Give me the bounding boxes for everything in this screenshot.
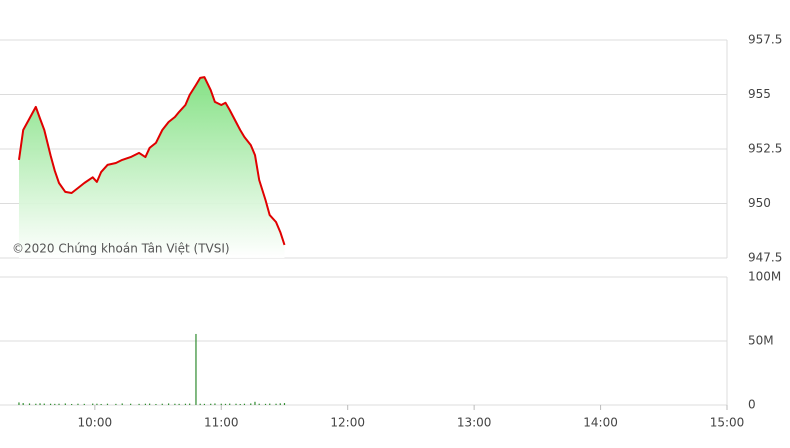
volume-bar bbox=[203, 403, 206, 405]
volume-bar bbox=[22, 403, 24, 405]
volume-bar bbox=[39, 403, 41, 405]
y-tick-label: 955 bbox=[748, 87, 771, 101]
volume-bar bbox=[130, 403, 132, 405]
x-tick-label: 13:00 bbox=[457, 416, 492, 430]
volume-bar bbox=[77, 403, 79, 405]
volume-bar bbox=[106, 403, 109, 405]
volume-bar bbox=[167, 403, 170, 405]
volume-bar bbox=[115, 403, 117, 405]
annotation: ©2020 Chứng khoán Tân Việt (TVSI) bbox=[12, 242, 230, 256]
y-tick-label: 100M bbox=[748, 270, 781, 284]
volume-bar bbox=[58, 403, 60, 405]
volume-bar bbox=[49, 403, 52, 405]
volume-bar bbox=[275, 403, 277, 405]
volume-bar bbox=[43, 403, 45, 405]
y-tick-label: 952.5 bbox=[748, 142, 782, 156]
volume-bar bbox=[174, 403, 176, 405]
volume-bar bbox=[178, 403, 180, 405]
volume-bar bbox=[35, 403, 37, 405]
x-tick-label: 15:00 bbox=[710, 416, 745, 430]
volume-bar bbox=[92, 403, 94, 405]
volume-bar bbox=[264, 403, 267, 405]
x-tick-label: 12:00 bbox=[330, 416, 365, 430]
volume-bar bbox=[71, 403, 73, 405]
volume-bar bbox=[279, 403, 281, 405]
volume-bar bbox=[214, 403, 216, 405]
x-tick-label: 10:00 bbox=[78, 416, 113, 430]
volume-bar bbox=[28, 403, 31, 405]
price-line bbox=[18, 76, 286, 246]
volume-bar bbox=[269, 403, 271, 405]
volume-bar bbox=[64, 403, 66, 405]
volume-bar bbox=[83, 403, 85, 405]
volume-bar bbox=[220, 403, 222, 405]
volume-bar bbox=[210, 403, 212, 405]
area-fill bbox=[18, 77, 285, 258]
volume-bar bbox=[199, 403, 201, 405]
y-tick-label: 957.5 bbox=[748, 33, 782, 47]
volume-bar bbox=[239, 403, 241, 405]
volume-bar bbox=[54, 403, 56, 405]
volume-bar bbox=[254, 401, 256, 405]
volume-bar bbox=[144, 403, 146, 405]
volume-bar bbox=[100, 403, 102, 405]
y-tick-label: 50M bbox=[748, 334, 774, 348]
volume-bar bbox=[195, 333, 197, 405]
volume-bar bbox=[96, 403, 98, 405]
volume-bar bbox=[235, 403, 237, 405]
y-tick-label: 947.5 bbox=[748, 251, 782, 265]
volume-bar bbox=[149, 403, 151, 405]
volume-bar bbox=[155, 403, 157, 405]
volume-bar bbox=[250, 403, 252, 405]
volume-bar bbox=[121, 403, 123, 405]
volume-bar bbox=[283, 403, 286, 405]
y-tick-label: 0 bbox=[748, 398, 756, 412]
volume-bar bbox=[258, 403, 260, 405]
volume-bar bbox=[229, 403, 231, 405]
volume-bar bbox=[243, 403, 246, 405]
volume-bar bbox=[184, 403, 187, 405]
volume-bar bbox=[138, 403, 140, 405]
volume-bar bbox=[18, 402, 20, 405]
y-tick-label: 950 bbox=[748, 196, 771, 210]
x-tick-label: 11:00 bbox=[204, 416, 239, 430]
volume-bar bbox=[161, 403, 163, 405]
x-tick-label: 14:00 bbox=[583, 416, 618, 430]
volume-bar bbox=[189, 403, 191, 405]
volume-bar bbox=[224, 403, 227, 405]
